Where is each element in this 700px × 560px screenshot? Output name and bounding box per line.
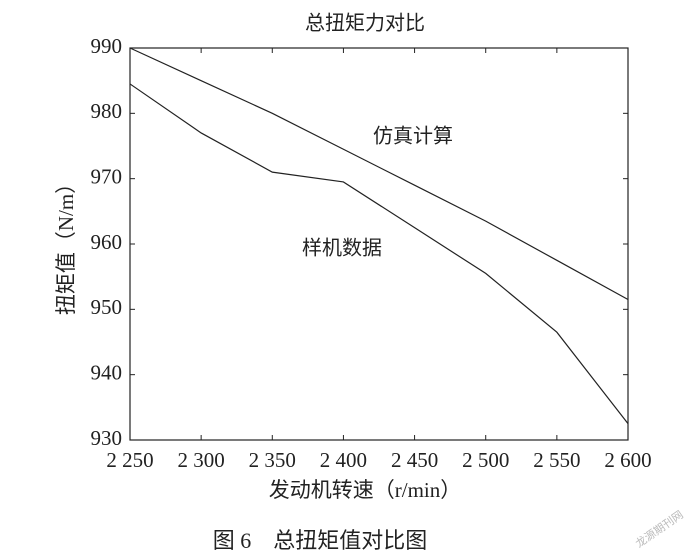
caption: 图 6 总扭矩值对比图 (213, 528, 428, 553)
y-tick-label: 950 (91, 295, 123, 319)
x-axis-label: 发动机转速（r/min） (269, 478, 462, 502)
y-axis-label: 扭矩值（N/m） (54, 173, 78, 315)
x-tick-label: 2 500 (462, 448, 509, 472)
y-tick-label: 930 (91, 426, 123, 450)
y-tick-label: 940 (91, 360, 123, 384)
x-tick-label: 2 600 (604, 448, 651, 472)
x-tick-label: 2 400 (320, 448, 367, 472)
series-label: 仿真计算 (373, 125, 453, 148)
data-line (129, 47, 629, 301)
y-tick-label: 960 (91, 230, 123, 254)
x-tick-label: 2 300 (178, 448, 225, 472)
watermark: 龙源期刊网 (633, 507, 686, 550)
y-tick-label: 970 (91, 164, 123, 188)
y-tick-label: 980 (91, 99, 123, 123)
x-tick-label: 2 350 (249, 448, 296, 472)
data-line (129, 83, 629, 425)
x-tick-label: 2 450 (391, 448, 438, 472)
y-tick-label: 990 (91, 34, 123, 58)
x-tick-label: 2 550 (533, 448, 580, 472)
series-label: 样机数据 (302, 237, 382, 260)
chart-title: 总扭矩力对比 (305, 12, 425, 35)
x-tick-label: 2 250 (106, 448, 153, 472)
